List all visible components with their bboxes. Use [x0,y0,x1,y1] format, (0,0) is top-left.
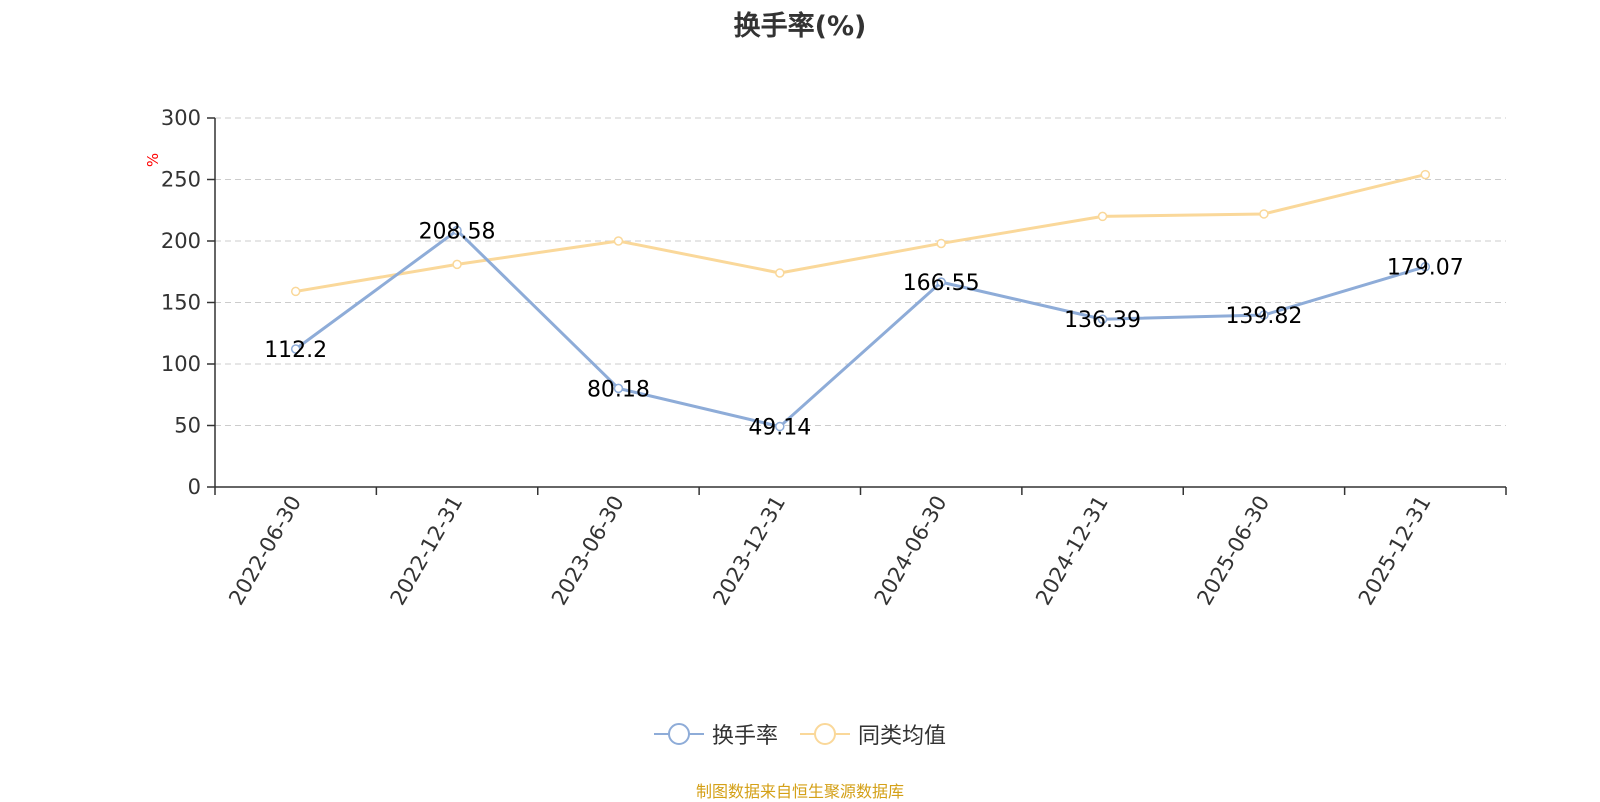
y-tick-label: 100 [161,352,201,376]
data-point [1097,211,1108,222]
data-label: 166.55 [903,271,980,296]
y-axis-label: % [144,153,162,167]
series-line [295,173,1426,293]
data-point [452,225,462,236]
data-label: 136.39 [1064,308,1141,333]
data-point [290,344,301,354]
data-label: 112.2 [264,338,327,363]
legend: 换手率 同类均值 [0,718,1600,750]
y-tick-label: 0 [188,475,201,499]
data-point [613,383,624,394]
legend-item-series-1[interactable]: 换手率 [653,718,778,750]
data-point [613,236,624,246]
data-point [1259,209,1269,219]
data-point [1259,310,1269,320]
data-label: 49.14 [748,416,811,441]
data-point [1420,169,1431,180]
data-label: 208.58 [419,219,496,244]
data-label: 179.07 [1387,256,1464,281]
x-tick-label: 2024-06-30 [870,492,952,610]
x-tick-label: 2025-12-31 [1354,492,1436,610]
x-tick-label: 2025-06-30 [1192,492,1274,610]
data-point [775,268,785,278]
x-tick-label: 2024-12-31 [1031,492,1113,610]
x-tick-label: 2023-06-30 [547,492,629,610]
data-point [936,238,946,249]
legend-label: 同类均值 [858,724,947,749]
data-label: 139.82 [1225,304,1302,329]
x-tick-label: 2022-12-31 [386,492,468,610]
y-tick-label: 200 [161,229,201,253]
chart-title: 换手率(%) [733,11,867,42]
data-point [775,421,785,432]
legend-marker-icon [800,723,850,745]
data-point [1097,314,1108,324]
x-tick-label: 2023-12-31 [708,492,790,610]
legend-item-series-2[interactable]: 同类均值 [800,718,946,750]
data-point [936,277,946,287]
source-note: 制图数据来自恒生聚源数据库 [695,782,904,801]
series-line [294,228,1426,429]
y-tick-label: 50 [174,414,201,438]
y-tick-label: 250 [161,168,201,192]
data-point [452,259,462,270]
data-label: 80.18 [587,377,650,402]
data-point [290,286,301,297]
y-tick-label: 150 [161,291,201,315]
x-tick-label: 2022-06-30 [224,492,306,610]
y-tick-label: 300 [161,106,201,130]
data-point [1420,261,1431,272]
legend-label: 换手率 [711,724,778,749]
legend-marker-icon [653,723,704,745]
